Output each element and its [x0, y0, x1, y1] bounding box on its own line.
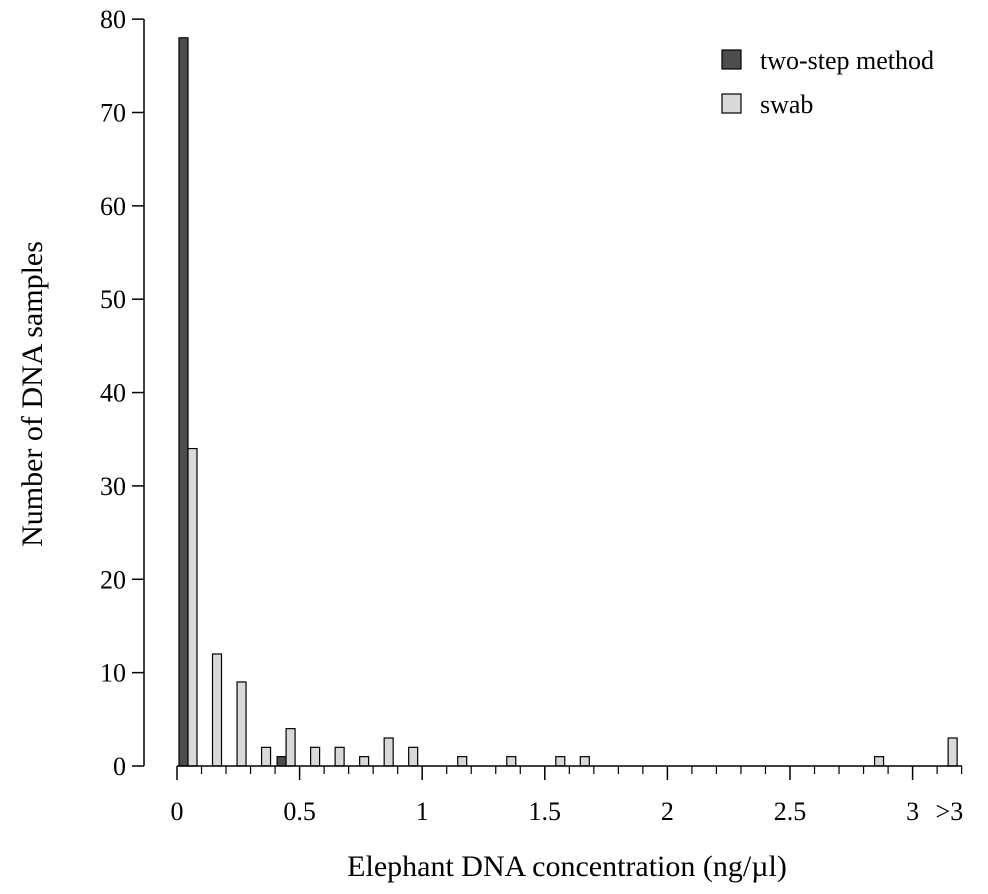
y-tick-label: 80	[100, 5, 126, 34]
y-axis: 0 10 20 30 40 50 60 70 80	[100, 5, 145, 781]
y-tick-label: 40	[100, 379, 126, 408]
bar-swab	[579, 756, 590, 767]
y-tick-label: 10	[100, 659, 126, 688]
bar-swab	[310, 746, 321, 767]
bar-swab	[285, 728, 296, 767]
legend-label: swab	[760, 90, 813, 119]
x-axis-title: Elephant DNA concentration (ng/µl)	[347, 850, 787, 883]
bar-swab	[260, 746, 272, 767]
legend-label: two-step method	[760, 46, 934, 75]
legend-swatch	[721, 49, 742, 70]
bar-swab	[334, 746, 345, 767]
bar-two-step-method	[276, 756, 287, 767]
bar-swab	[947, 737, 958, 767]
x-tick-label: 0	[171, 797, 184, 826]
bar-swab	[457, 756, 468, 767]
y-tick-label: 50	[100, 285, 126, 314]
x-tick-label: 2	[661, 797, 674, 826]
bar-swab	[555, 756, 566, 767]
bar-swab	[408, 746, 419, 767]
y-tick-label: 20	[100, 565, 126, 594]
legend-swatch	[721, 93, 742, 114]
y-tick-label: 70	[100, 98, 126, 127]
bar-two-step-method	[178, 37, 189, 767]
x-tick-label: >3	[936, 797, 964, 826]
bar-swab	[236, 681, 247, 767]
x-tick-label: 1	[416, 797, 429, 826]
x-tick-label: 0.5	[283, 797, 316, 826]
y-tick-label: 30	[100, 472, 126, 501]
bar-swab	[211, 653, 223, 767]
bar-swab	[359, 756, 370, 767]
bar-swab	[873, 756, 885, 767]
bar-swab	[187, 447, 198, 767]
y-axis-title: Number of DNA samples	[16, 241, 49, 547]
bar-swab	[506, 756, 517, 767]
y-tick-label: 60	[100, 192, 126, 221]
x-tick-label: 2.5	[774, 797, 807, 826]
plot-area	[178, 37, 958, 767]
x-axis: 0 0.5 1 1.5 2 2.5 3 >3	[171, 765, 964, 826]
legend: two-step method swab	[721, 46, 934, 119]
y-tick-label: 0	[113, 752, 126, 781]
x-tick-label: 1.5	[529, 797, 562, 826]
bar-swab	[383, 737, 394, 767]
x-tick-label: 3	[906, 797, 919, 826]
